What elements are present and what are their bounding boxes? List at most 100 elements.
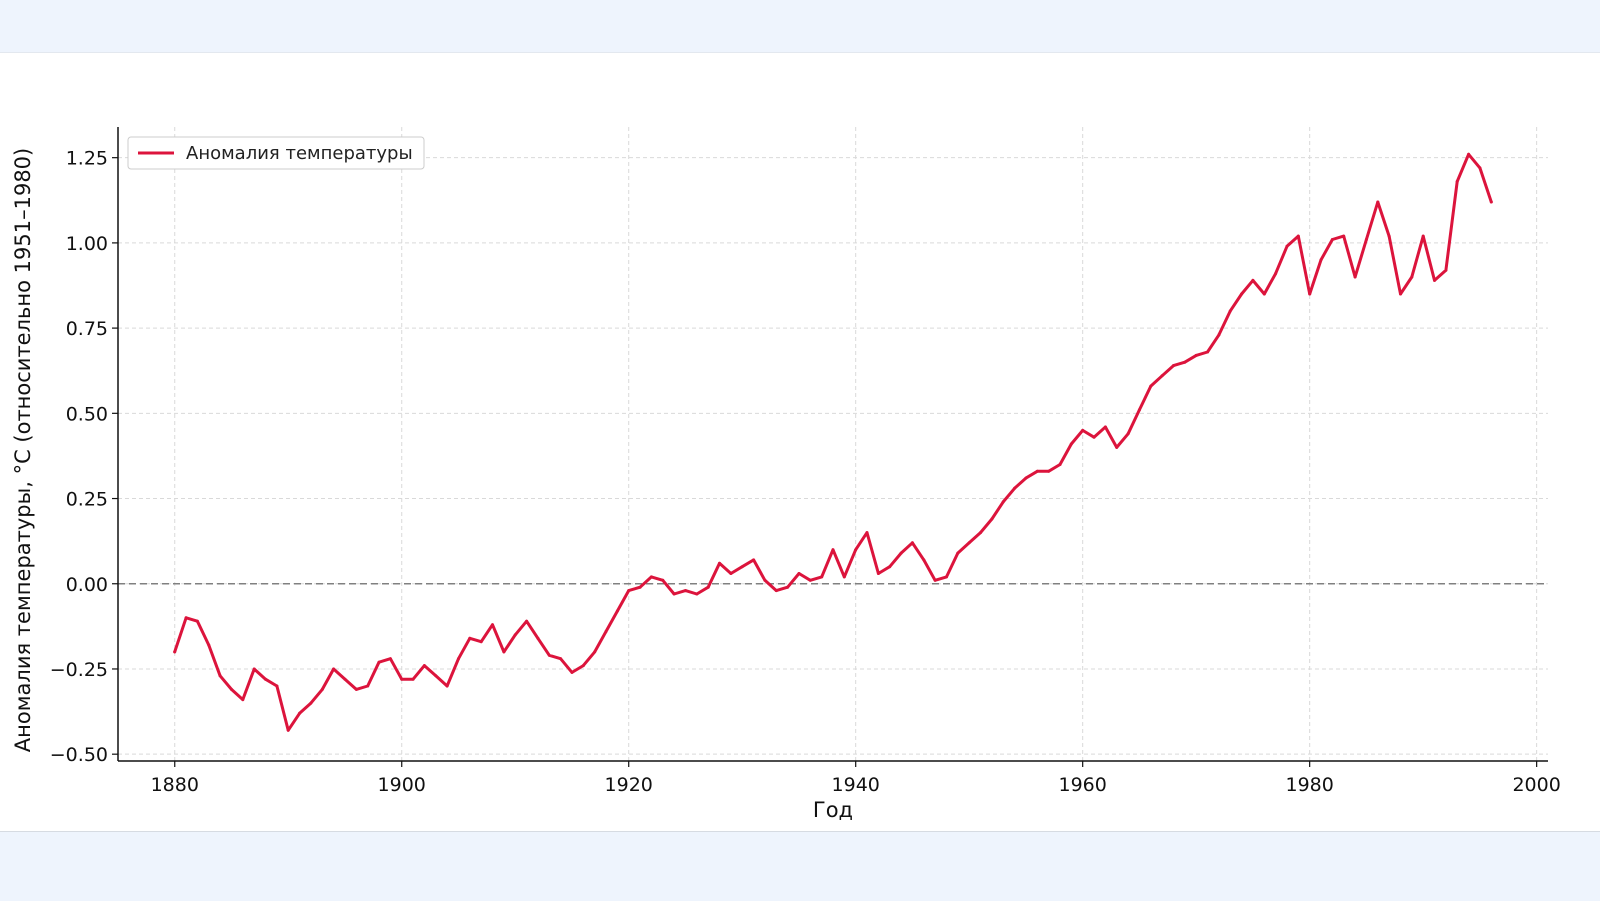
- x-tick-label: 1940: [832, 774, 880, 796]
- data-point-1956: [1035, 469, 1039, 473]
- data-point-1962: [1103, 425, 1107, 429]
- data-point-1935: [797, 572, 801, 575]
- data-point-1911: [525, 619, 529, 623]
- data-point-1960: [1081, 428, 1085, 432]
- data-point-1991: [1433, 278, 1436, 282]
- data-point-1914: [559, 657, 563, 661]
- grid: [118, 127, 1548, 761]
- data-point-1950: [967, 541, 971, 545]
- x-tick-label: 1900: [378, 774, 426, 796]
- data-point-1972: [1217, 333, 1221, 337]
- y-axis-label: Аномалия температуры, °C (относительно 1…: [11, 148, 35, 752]
- data-point-1984: [1353, 275, 1357, 279]
- data-point-1990: [1421, 234, 1425, 238]
- data-point-1959: [1069, 442, 1073, 446]
- data-point-1920: [627, 589, 631, 593]
- data-point-1892: [309, 701, 313, 705]
- y-tick-label: 0.00: [66, 574, 108, 596]
- y-tick-label: 0.50: [66, 403, 108, 425]
- data-point-1940: [854, 548, 858, 552]
- legend: Аномалия температуры: [127, 136, 425, 170]
- data-point-1924: [672, 592, 676, 596]
- data-point-1995: [1478, 166, 1482, 170]
- y-tick-label: 1.00: [66, 233, 108, 255]
- data-point-1951: [979, 531, 982, 535]
- data-point-1880: [173, 650, 177, 654]
- data-point-1986: [1376, 200, 1380, 204]
- data-point-1916: [581, 664, 585, 668]
- data-point-1985: [1364, 238, 1368, 241]
- data-point-1883: [207, 643, 211, 647]
- data-point-1967: [1160, 374, 1164, 378]
- data-point-1904: [445, 684, 449, 688]
- y-axis-ticks: −0.50 −0.25 0.00 0.25 0.50 0.75 1.00 1.25: [50, 148, 118, 766]
- series-points: [173, 152, 1493, 732]
- data-point-1978: [1285, 244, 1289, 248]
- data-point-1912: [536, 636, 540, 640]
- data-point-1902: [422, 664, 426, 668]
- data-point-1903: [434, 674, 438, 678]
- data-point-1926: [695, 592, 699, 596]
- data-point-1915: [570, 670, 574, 674]
- data-point-1954: [1013, 486, 1017, 490]
- x-axis-label: Год: [813, 798, 853, 822]
- axes: [117, 127, 1548, 762]
- data-point-1965: [1137, 408, 1141, 412]
- data-point-1931: [752, 558, 756, 562]
- data-point-1910: [513, 633, 517, 637]
- data-point-1893: [320, 687, 324, 691]
- legend-label: Аномалия температуры: [186, 143, 413, 164]
- data-point-1948: [945, 575, 948, 579]
- x-axis-ticks: 1880 1900 1920 1940 1960 1980 2000: [151, 761, 1561, 796]
- data-point-1945: [910, 541, 914, 545]
- data-point-1919: [615, 609, 619, 613]
- data-point-1966: [1149, 384, 1153, 388]
- data-point-1980: [1308, 292, 1312, 296]
- data-point-1938: [831, 548, 835, 552]
- data-point-1891: [298, 711, 302, 715]
- data-point-1974: [1240, 292, 1244, 296]
- data-point-1905: [457, 657, 460, 661]
- data-point-1927: [706, 585, 710, 589]
- data-point-1973: [1228, 309, 1232, 313]
- data-point-1896: [354, 687, 358, 691]
- data-point-1930: [740, 565, 744, 569]
- data-point-1969: [1183, 360, 1187, 364]
- data-point-1884: [218, 674, 222, 678]
- data-point-1979: [1296, 234, 1300, 238]
- data-point-1932: [763, 578, 767, 582]
- data-point-1899: [388, 657, 392, 661]
- data-point-1988: [1399, 292, 1402, 296]
- data-point-1994: [1467, 152, 1471, 156]
- data-point-1939: [842, 575, 846, 579]
- data-point-1898: [377, 660, 381, 664]
- y-tick-label: 0.75: [66, 318, 108, 340]
- data-point-1983: [1342, 234, 1346, 238]
- x-tick-label: 1980: [1285, 774, 1333, 796]
- data-point-1963: [1115, 445, 1119, 449]
- data-point-1918: [604, 630, 608, 633]
- data-point-1941: [865, 531, 869, 535]
- chart-panel: 1880 1900 1920 1940 1960 1980 2000 −0.50 −0.25 0…: [0, 52, 1600, 832]
- data-point-1992: [1444, 268, 1448, 272]
- data-point-1882: [195, 619, 199, 623]
- data-point-1881: [184, 616, 188, 620]
- y-tick-label: 0.25: [66, 489, 108, 511]
- data-point-1955: [1024, 476, 1028, 480]
- data-point-1952: [990, 517, 994, 521]
- data-point-1942: [876, 572, 880, 575]
- data-point-1923: [661, 578, 665, 582]
- data-point-1917: [593, 650, 597, 654]
- data-point-1944: [899, 551, 903, 555]
- data-point-1928: [718, 561, 721, 565]
- data-point-1889: [275, 684, 279, 688]
- data-point-1958: [1058, 463, 1062, 466]
- data-point-1977: [1274, 272, 1278, 276]
- y-tick-label: 1.25: [66, 148, 108, 170]
- x-tick-label: 1960: [1059, 774, 1107, 796]
- data-point-1913: [547, 653, 551, 657]
- data-point-1888: [264, 677, 267, 681]
- x-tick-label: 2000: [1512, 774, 1560, 796]
- data-point-1987: [1387, 234, 1391, 238]
- data-point-1970: [1194, 353, 1198, 357]
